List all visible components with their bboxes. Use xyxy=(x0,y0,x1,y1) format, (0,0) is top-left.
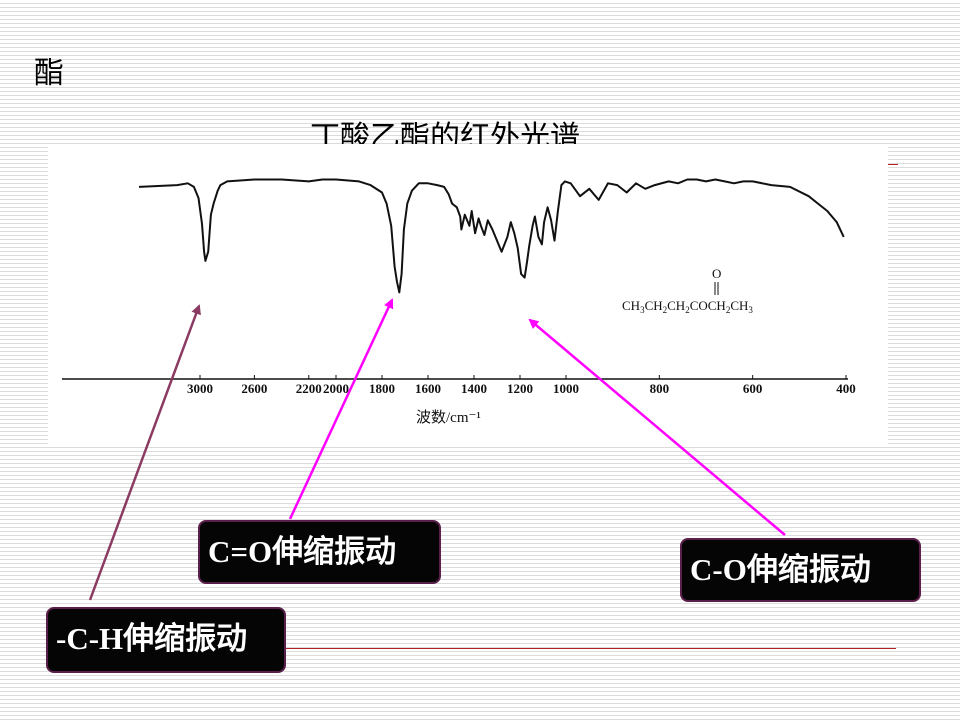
title-rule-right xyxy=(888,164,898,165)
x-tick-label: 800 xyxy=(650,381,670,396)
x-tick-label: 1200 xyxy=(507,381,533,396)
ir-spectrum-chart: 3000 2600 2200 2000 1800 1600 1400 1200 1000 800 6… xyxy=(62,178,856,426)
formula-segment: CH xyxy=(667,298,685,313)
x-tick-label: 2200 xyxy=(296,381,322,396)
x-tick-label: 3000 xyxy=(187,381,213,396)
x-tick-label: 600 xyxy=(743,381,763,396)
x-tick-label: 1400 xyxy=(461,381,487,396)
label-ch-stretch: -C-H伸缩振动 xyxy=(46,607,286,673)
slide-heading: 酯 xyxy=(34,56,64,91)
label-c-double-o-stretch: C=O伸缩振动 xyxy=(198,520,441,584)
x-tick-group: 3000 2600 2200 2000 1800 1600 1400 1200 1000 800 6… xyxy=(187,375,856,396)
x-tick-label: 2600 xyxy=(241,381,267,396)
molecule-oxygen: O xyxy=(712,266,721,281)
formula-segment: CH xyxy=(622,298,640,313)
arrow-c-o-stretch xyxy=(528,318,786,536)
x-tick-label: 1800 xyxy=(369,381,395,396)
spectrum-line xyxy=(138,178,845,294)
formula-subscript: 2 xyxy=(685,305,690,315)
formula-segment: CH xyxy=(645,298,663,313)
x-tick-label: 1000 xyxy=(553,381,579,396)
arrow-ch-stretch xyxy=(88,304,201,601)
x-tick-label: 1600 xyxy=(415,381,441,396)
molecule-formula: CH3CH2CH2COCH2CH3 xyxy=(622,298,753,315)
formula-subscript: 2 xyxy=(726,305,731,315)
formula-subscript: 3 xyxy=(748,305,753,315)
x-tick-label: 2000 xyxy=(323,381,349,396)
formula-subscript: 3 xyxy=(640,305,645,315)
bottom-rule xyxy=(286,648,896,649)
ir-spectrum-panel: 3000 2600 2200 2000 1800 1600 1400 1200 1000 800 6… xyxy=(48,144,888,444)
label-c-o-stretch: C-O伸缩振动 xyxy=(680,538,921,602)
formula-subscript: 2 xyxy=(663,305,668,315)
formula-segment: COCH xyxy=(690,298,726,313)
formula-segment: CH xyxy=(730,298,748,313)
x-tick-label: 400 xyxy=(836,381,856,396)
arrow-c-double-o-stretch xyxy=(288,298,394,520)
x-axis-label: 波数/cm⁻¹ xyxy=(416,409,481,426)
